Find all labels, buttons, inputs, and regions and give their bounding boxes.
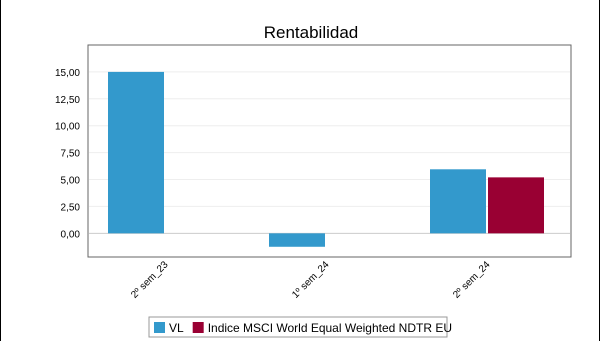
y-tick-label: 7,50 <box>61 149 81 160</box>
bar <box>269 233 325 247</box>
y-tick-label: 5,00 <box>61 176 81 187</box>
x-tick-label: 2º sem_24 <box>451 259 493 301</box>
x-tick-label: 2º sem_23 <box>129 259 171 301</box>
y-tick-label: 15,00 <box>55 68 80 79</box>
y-axis-ticks: 15,00 12,50 10,00 7,50 5,00 2,50 0,00 <box>55 68 80 240</box>
legend-label: Indice MSCI World Equal Weighted NDTR EU <box>208 321 452 335</box>
x-tick-label: 1º sem_24 <box>290 259 332 301</box>
chart-title: Rentabilidad <box>264 23 359 42</box>
legend-box <box>148 316 448 338</box>
x-axis-ticks: 2º sem_23 1º sem_24 2º sem_24 <box>129 259 493 301</box>
bar <box>488 177 544 234</box>
legend-swatch <box>192 322 204 333</box>
bar <box>108 71 164 234</box>
y-tick-label: 12,50 <box>55 95 80 106</box>
y-tick-label: 10,00 <box>55 122 80 133</box>
bars <box>108 71 544 247</box>
bar <box>430 169 486 234</box>
legend-label: VL <box>169 321 184 335</box>
y-tick-label: 0,00 <box>61 229 81 240</box>
legend-swatch <box>154 322 165 333</box>
legend: VL Indice MSCI World Equal Weighted NDTR … <box>148 316 452 338</box>
y-tick-label: 2,50 <box>61 202 81 213</box>
